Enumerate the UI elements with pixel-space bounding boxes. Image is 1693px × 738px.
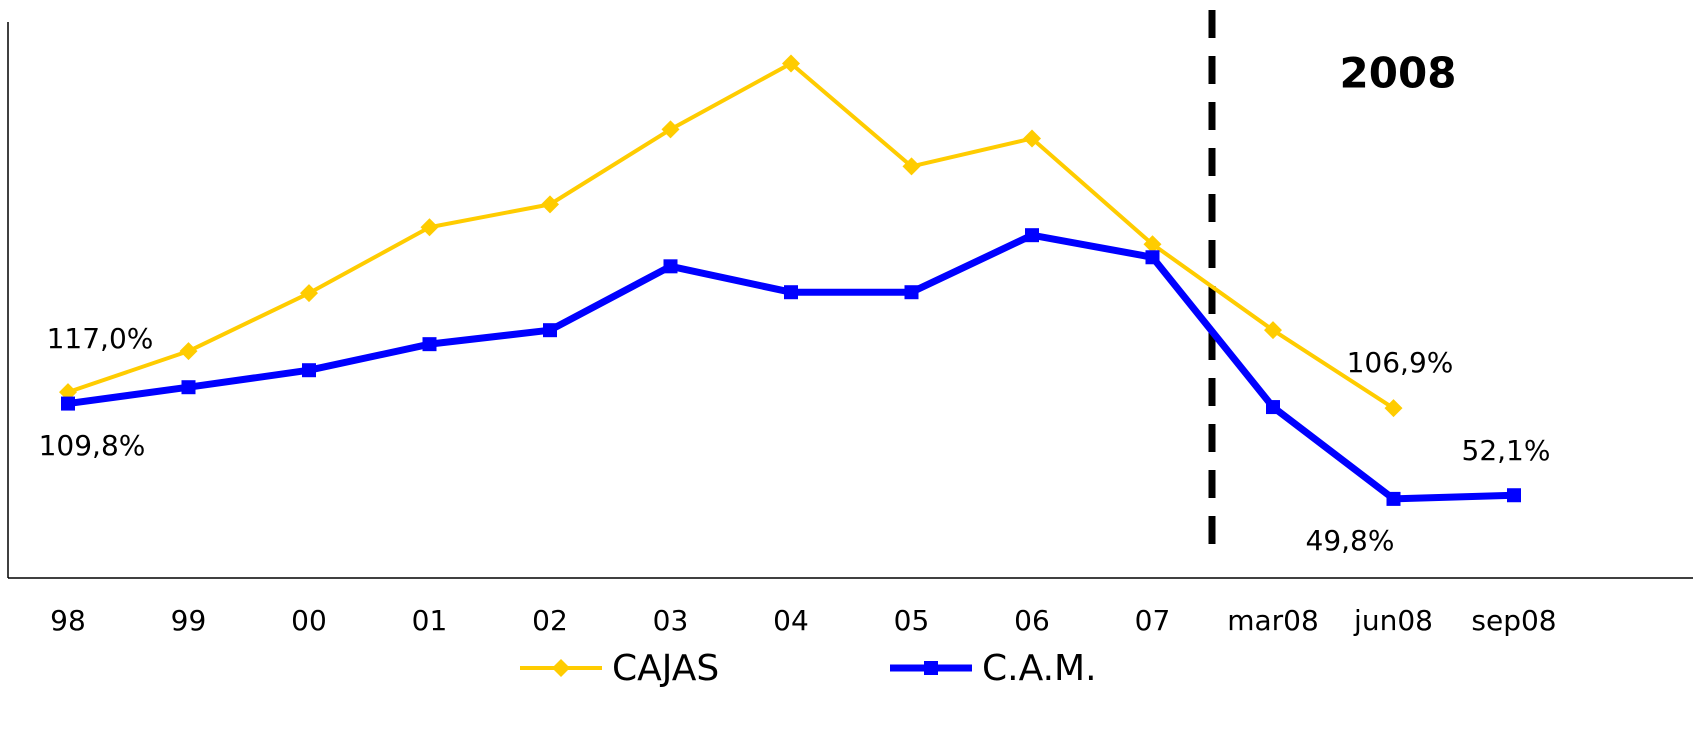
data-label: 52,1% (1462, 434, 1551, 467)
x-tick-label: 07 (1135, 604, 1171, 637)
x-tick-label: 01 (412, 604, 448, 637)
square-marker (1025, 228, 1039, 243)
square-marker (784, 285, 798, 300)
diamond-marker (1264, 321, 1282, 340)
square-marker (302, 363, 316, 378)
data-label: 109,8% (39, 429, 146, 462)
x-tick-label: jun08 (1353, 604, 1433, 637)
data-label: 49,8% (1306, 524, 1395, 557)
square-marker (1145, 250, 1160, 265)
x-tick-label: 02 (532, 604, 568, 637)
square-marker (1507, 488, 1521, 503)
diamond-marker (179, 342, 198, 361)
diamond-marker (420, 218, 439, 237)
diamond-marker (541, 195, 559, 214)
diamond-marker (1023, 129, 1041, 148)
x-tick-label: sep08 (1471, 604, 1556, 637)
legend-marker (924, 661, 938, 675)
square-marker (1266, 400, 1280, 415)
square-marker (181, 380, 196, 395)
diamond-marker (902, 157, 921, 176)
legend-label: CAJAS (612, 648, 719, 689)
annotation: 2008 (1340, 49, 1457, 98)
diamond-marker (661, 120, 680, 139)
legend-marker (552, 659, 570, 677)
square-marker (1386, 491, 1401, 506)
x-tick-label: 98 (50, 604, 86, 637)
square-marker (904, 285, 919, 300)
x-tick-label: mar08 (1227, 604, 1319, 637)
x-tick-label: 06 (1014, 604, 1050, 637)
diamond-marker (300, 284, 318, 303)
square-marker (663, 259, 678, 274)
x-tick-label: 03 (653, 604, 689, 637)
square-marker (422, 337, 437, 352)
diamond-marker (782, 54, 800, 73)
series-line (67, 61, 1395, 410)
x-tick-label: 99 (171, 604, 207, 637)
x-tick-label: 04 (773, 604, 809, 637)
data-label: 106,9% (1347, 346, 1454, 379)
square-marker (61, 396, 75, 411)
x-tick-label: 00 (291, 604, 327, 637)
square-marker (543, 323, 557, 338)
diamond-marker (1143, 235, 1162, 254)
x-tick-label: 05 (894, 604, 930, 637)
series-line (67, 231, 1515, 503)
legend-label: C.A.M. (982, 648, 1097, 689)
diamond-marker (1384, 399, 1403, 418)
data-label: 117,0% (47, 322, 154, 355)
